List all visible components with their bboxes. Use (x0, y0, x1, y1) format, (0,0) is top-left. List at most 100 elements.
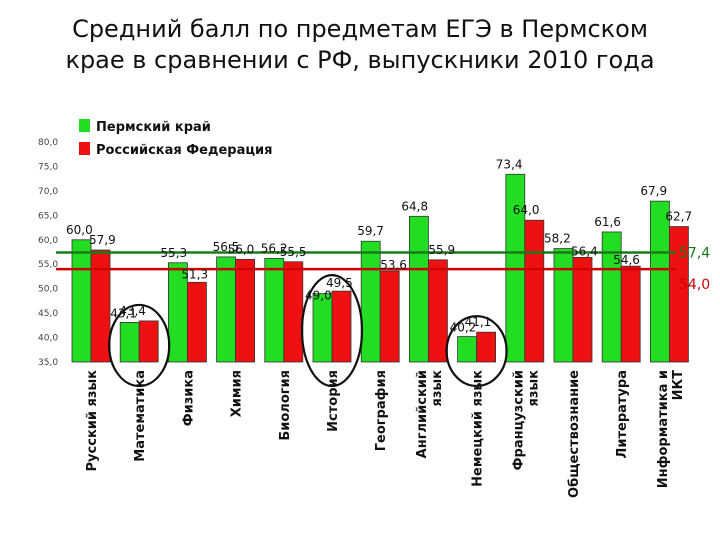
legend: Пермский край Российская Федерация (79, 119, 272, 158)
highlight-circle (445, 315, 508, 388)
category-label-line: Информатика и (656, 370, 671, 488)
category-label: Русский язык (85, 370, 100, 472)
category-label-line: Немецкий язык (471, 370, 486, 487)
rf-bar (235, 258, 256, 363)
perm-value-label: 56,2 (261, 241, 288, 255)
y-tick-label: 45,0 (38, 309, 58, 319)
category-label-line: Русский язык (85, 370, 100, 472)
perm-value-label: 64,8 (401, 199, 428, 213)
category-label-line: ИКТ (671, 370, 686, 401)
highlight-circles (108, 274, 508, 388)
y-tick-label: 60,0 (38, 236, 58, 246)
category-label: Немецкий язык (471, 370, 486, 487)
category-label: Химия (230, 370, 245, 417)
chart-title: Средний балл по предметам ЕГЭ в Пермском… (0, 14, 720, 76)
perm-bar (312, 293, 333, 363)
y-tick-label: 35,0 (38, 358, 58, 368)
rf-value-label: 56,0 (228, 242, 255, 256)
rf-value-label: 62,7 (665, 210, 692, 224)
y-tick-label: 40,0 (38, 334, 58, 344)
highlight-circle (108, 303, 171, 388)
y-tick-label: 80,0 (38, 138, 58, 148)
category-label-line: Английский (415, 370, 430, 458)
category-label-line: язык (526, 370, 541, 407)
perm-value-label: 43,1 (110, 306, 137, 320)
perm-bar (408, 215, 429, 363)
category-label: Биология (278, 370, 293, 441)
y-tick-label: 55,0 (38, 260, 58, 270)
rf-average-label: 54,0 (679, 277, 710, 293)
perm-value-label: 60,0 (66, 223, 93, 237)
perm-value-label: 73,4 (496, 157, 523, 171)
category-label-line: Математика (133, 370, 148, 462)
perm-bar (457, 336, 478, 363)
rf-value-label: 54,6 (613, 253, 640, 267)
rf-bar (90, 249, 111, 363)
legend-swatch-rf (79, 142, 90, 155)
rf-bar (476, 331, 497, 363)
category-label-line: История (326, 370, 341, 432)
category-label: Английскийязык (415, 370, 445, 459)
rf-bar (669, 226, 689, 363)
y-tick-label: 65,0 (38, 211, 58, 221)
rf-bar (572, 256, 593, 363)
perm-bar (553, 248, 574, 363)
highlight-circle (300, 274, 364, 388)
perm-value-label: 67,9 (640, 184, 667, 198)
category-label-line: Физика (181, 370, 196, 426)
rf-value-label: 56,4 (571, 244, 598, 258)
category-label-line: язык (430, 370, 445, 407)
rf-value-label: 51,3 (181, 267, 208, 281)
rf-bar (379, 270, 400, 363)
rf-value-label: 55,5 (280, 245, 307, 259)
perm-value-label: 55,3 (160, 246, 187, 260)
category-label-line: География (374, 370, 389, 451)
perm-value-label: 61,6 (594, 215, 621, 229)
y-tick-label: 50,0 (38, 285, 58, 295)
rf-bar (524, 219, 545, 363)
category-label: Обществознание (567, 370, 582, 498)
rf-bar (186, 281, 207, 363)
title-line-1: Средний балл по предметам ЕГЭ в Пермском (72, 15, 648, 43)
rf-bar (620, 265, 641, 363)
category-label: Французскийязык (511, 370, 541, 471)
category-label-line: Французский (511, 370, 526, 470)
rf-value-label: 43,4 (119, 304, 146, 318)
rf-bar (138, 320, 159, 363)
perm-average-label: 57,4 (679, 245, 710, 261)
legend-swatch-perm (79, 119, 90, 132)
category-label: История (326, 370, 341, 432)
perm-bar (216, 256, 237, 363)
perm-value-label: 56,5 (213, 240, 240, 254)
rf-value-label: 41,1 (465, 315, 492, 329)
perm-bar (360, 240, 381, 363)
category-label: Информатика иИКТ (656, 370, 686, 488)
title-line-2: крае в сравнении с РФ, выпускники 2010 г… (65, 46, 655, 74)
legend-label-rf: Российская Федерация (96, 143, 272, 158)
category-label: Математика (133, 370, 148, 462)
rf-value-label: 49,5 (326, 276, 353, 290)
rf-bar (331, 290, 352, 363)
y-tick-label: 70,0 (38, 187, 58, 197)
perm-value-label: 40,2 (450, 321, 477, 335)
legend-label-perm: Пермский край (96, 120, 211, 135)
perm-value-label: 49,0 (305, 289, 332, 303)
perm-bar (71, 239, 92, 363)
perm-value-label: 59,7 (357, 224, 384, 238)
category-label-line: Биология (278, 370, 293, 441)
rf-bar (283, 261, 304, 363)
rf-bar (427, 259, 448, 363)
category-label: География (374, 370, 389, 451)
reference-lines: 57,4 54,0 (56, 245, 710, 293)
value-labels: 60,057,9 43,143,4 55,3 51,3 56,556,0 56,255,5… (66, 157, 692, 334)
rf-value-label: 53,6 (380, 258, 407, 272)
rf-value-label: 55,9 (428, 243, 455, 257)
y-tick-label: 75,0 (38, 162, 58, 172)
perm-bar (264, 257, 285, 363)
category-label-line: Обществознание (567, 370, 582, 498)
rf-value-label: 64,0 (513, 203, 540, 217)
category-label: Физика (181, 370, 196, 426)
rf-value-label: 57,9 (89, 233, 116, 247)
category-label-line: Химия (230, 370, 245, 417)
